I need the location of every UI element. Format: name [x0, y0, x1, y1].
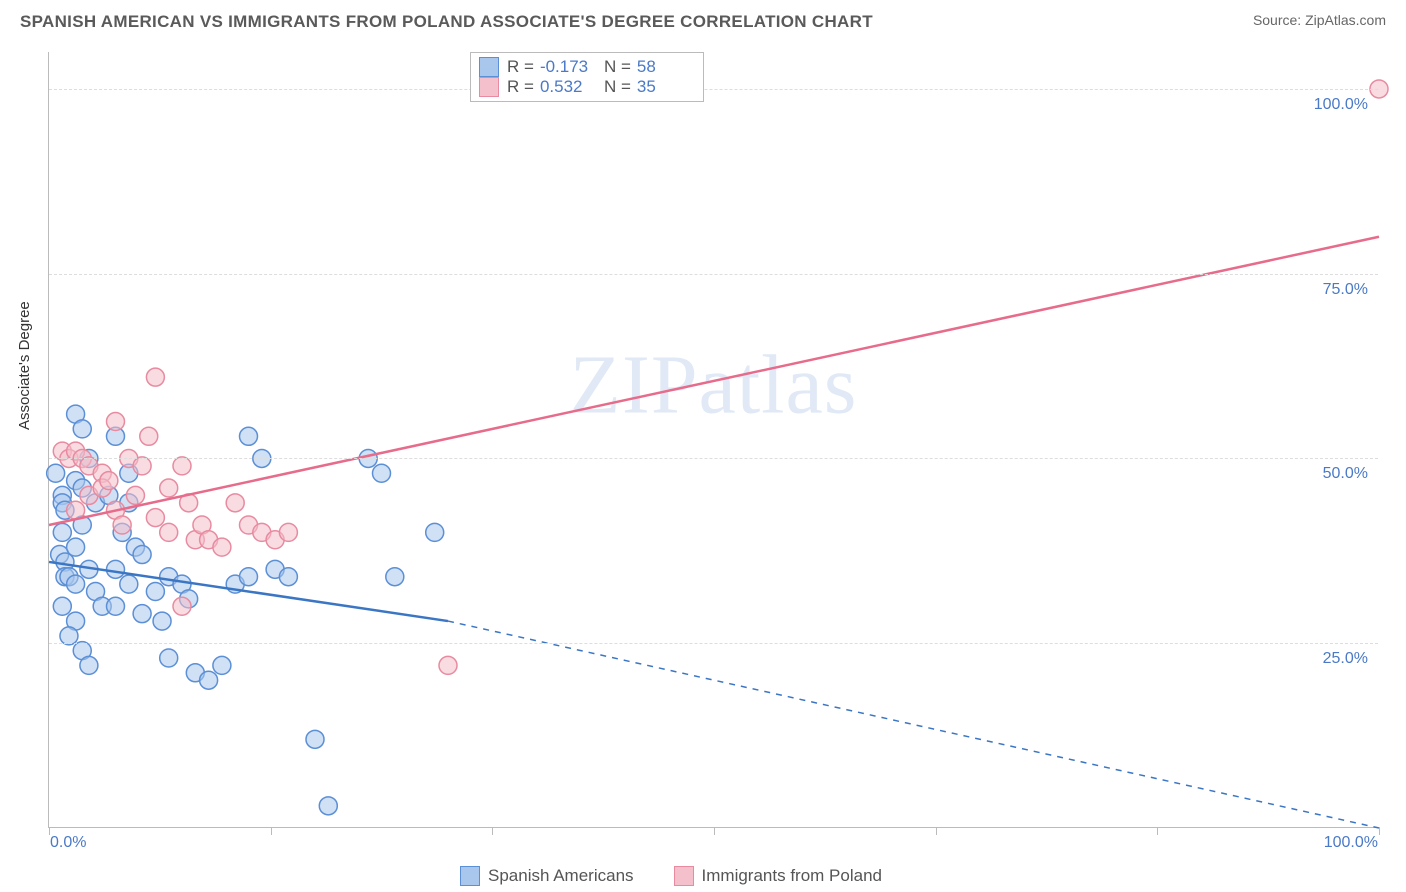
chart-title: SPANISH AMERICAN VS IMMIGRANTS FROM POLA… — [20, 12, 873, 32]
data-point-spanish — [47, 464, 65, 482]
x-tick — [714, 827, 715, 835]
data-point-spanish — [107, 560, 125, 578]
data-point-poland — [67, 501, 85, 519]
series-legend: Spanish Americans Immigrants from Poland — [460, 866, 882, 886]
y-tick-label: 100.0% — [1314, 96, 1368, 114]
legend-item-poland: Immigrants from Poland — [674, 866, 882, 886]
source-label: Source: ZipAtlas.com — [1253, 12, 1386, 28]
r-value-spanish: -0.173 — [540, 57, 598, 77]
data-point-spanish — [146, 583, 164, 601]
data-point-spanish — [213, 656, 231, 674]
legend-label-poland: Immigrants from Poland — [702, 866, 882, 886]
y-tick-label: 50.0% — [1323, 465, 1368, 483]
gridline — [49, 643, 1378, 644]
data-point-poland — [160, 523, 178, 541]
trend-line-extrap-spanish — [448, 621, 1379, 828]
n-value-poland: 35 — [637, 77, 695, 97]
y-tick-label: 25.0% — [1323, 650, 1368, 668]
data-point-spanish — [160, 649, 178, 667]
data-point-spanish — [426, 523, 444, 541]
data-point-poland — [226, 494, 244, 512]
data-point-spanish — [133, 605, 151, 623]
data-point-poland — [213, 538, 231, 556]
data-point-spanish — [240, 427, 258, 445]
data-point-poland — [140, 427, 158, 445]
data-point-spanish — [306, 730, 324, 748]
scatter-chart: ZIPatlas 25.0%50.0%75.0%100.0% — [48, 52, 1378, 828]
data-point-spanish — [153, 612, 171, 630]
correlation-stats-box: R =-0.173N =58R =0.532N =35 — [470, 52, 704, 102]
data-point-poland — [146, 509, 164, 527]
r-value-poland: 0.532 — [540, 77, 598, 97]
data-point-spanish — [53, 597, 71, 615]
n-value-spanish: 58 — [637, 57, 695, 77]
swatch-poland — [479, 77, 499, 97]
data-point-spanish — [133, 546, 151, 564]
data-point-spanish — [60, 627, 78, 645]
gridline — [49, 274, 1378, 275]
legend-label-spanish: Spanish Americans — [488, 866, 634, 886]
data-point-poland — [107, 413, 125, 431]
x-tick — [271, 827, 272, 835]
data-point-spanish — [107, 597, 125, 615]
stats-row-poland: R =0.532N =35 — [479, 77, 695, 97]
data-point-spanish — [67, 575, 85, 593]
data-point-spanish — [73, 420, 91, 438]
data-point-spanish — [373, 464, 391, 482]
x-tick — [936, 827, 937, 835]
x-min-label: 0.0% — [50, 834, 86, 852]
stats-row-spanish: R =-0.173N =58 — [479, 57, 695, 77]
data-point-poland — [113, 516, 131, 534]
data-point-poland — [133, 457, 151, 475]
data-point-poland — [100, 472, 118, 490]
data-point-poland — [160, 479, 178, 497]
x-max-label: 100.0% — [1324, 834, 1378, 852]
x-tick — [492, 827, 493, 835]
y-axis-label: Associate's Degree — [16, 301, 33, 430]
gridline — [49, 458, 1378, 459]
data-point-spanish — [386, 568, 404, 586]
data-point-poland — [173, 597, 191, 615]
data-point-spanish — [279, 568, 297, 586]
data-point-spanish — [319, 797, 337, 815]
legend-swatch-spanish — [460, 866, 480, 886]
data-point-poland — [439, 656, 457, 674]
gridline — [49, 89, 1378, 90]
swatch-spanish — [479, 57, 499, 77]
legend-item-spanish: Spanish Americans — [460, 866, 634, 886]
data-point-poland — [146, 368, 164, 386]
data-point-spanish — [67, 538, 85, 556]
data-point-spanish — [200, 671, 218, 689]
chart-header: SPANISH AMERICAN VS IMMIGRANTS FROM POLA… — [0, 0, 1406, 40]
legend-swatch-poland — [674, 866, 694, 886]
y-tick-label: 75.0% — [1323, 281, 1368, 299]
plot-svg — [49, 52, 1378, 827]
data-point-spanish — [120, 575, 138, 593]
data-point-poland — [279, 523, 297, 541]
data-point-spanish — [240, 568, 258, 586]
data-point-poland — [126, 486, 144, 504]
data-point-spanish — [80, 656, 98, 674]
data-point-spanish — [53, 523, 71, 541]
x-tick — [1379, 827, 1380, 835]
trend-line-poland — [49, 237, 1379, 525]
x-tick — [1157, 827, 1158, 835]
data-point-poland — [173, 457, 191, 475]
